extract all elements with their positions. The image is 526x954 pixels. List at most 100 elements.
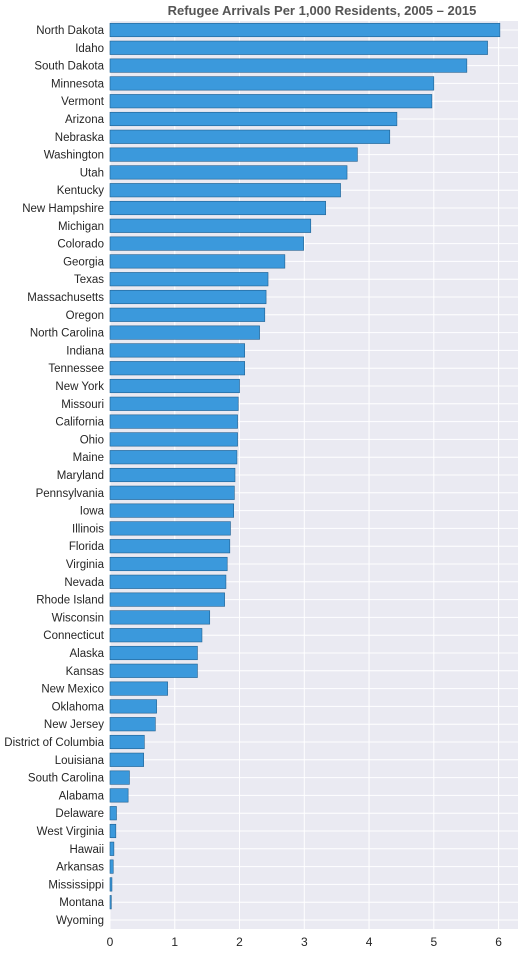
category-label-arizona: Arizona: [65, 114, 105, 126]
bar-california: [109, 414, 238, 429]
category-label-illinois: Illinois: [72, 523, 104, 535]
bar-alaska: [109, 645, 198, 661]
category-label-alaska: Alaska: [69, 648, 104, 660]
category-label-florida: Florida: [69, 541, 105, 553]
x-tick-label: 2: [236, 935, 243, 949]
bar-colorado: [109, 236, 304, 251]
category-label-alabama: Alabama: [59, 790, 105, 802]
category-label-georgia: Georgia: [63, 256, 105, 268]
category-label-new-york: New York: [55, 381, 104, 393]
category-label-south-dakota: South Dakota: [34, 61, 104, 73]
bar-georgia: [109, 254, 286, 269]
category-label-missouri: Missouri: [61, 399, 104, 411]
x-tick-label: 6: [495, 935, 502, 949]
category-label-district-of-columbia: District of Columbia: [4, 737, 104, 749]
bar-indiana: [109, 343, 246, 358]
bar-delaware: [109, 806, 117, 821]
bar-new-york: [109, 378, 240, 394]
category-label-maryland: Maryland: [57, 470, 104, 482]
bar-kansas: [109, 663, 198, 678]
bar-alabama: [109, 788, 129, 803]
category-label-massachusetts: Massachusetts: [27, 292, 104, 304]
bar-iowa: [109, 503, 234, 518]
category-label-california: California: [55, 417, 104, 429]
bar-washington: [109, 147, 358, 162]
category-label-pennsylvania: Pennsylvania: [36, 488, 105, 500]
bar-kentucky: [109, 183, 341, 198]
category-label-tennessee: Tennessee: [48, 363, 104, 375]
category-label-washington: Washington: [44, 150, 104, 162]
category-label-indiana: Indiana: [66, 345, 104, 357]
category-label-mississippi: Mississippi: [48, 879, 104, 891]
bar-north-dakota: [109, 22, 501, 38]
category-label-wyoming: Wyoming: [56, 915, 104, 927]
bar-district-of-columbia: [109, 734, 145, 750]
bar-montana: [109, 895, 112, 910]
category-label-wisconsin: Wisconsin: [52, 612, 104, 624]
x-tick-label: 5: [430, 935, 437, 949]
category-label-oregon: Oregon: [66, 310, 104, 322]
bar-new-hampshire: [109, 200, 326, 216]
bars: [109, 22, 501, 910]
category-labels: North Dakota Idaho South Dakota Minnesota Ve…: [4, 25, 105, 927]
bar-texas: [109, 272, 269, 287]
x-tick-label: 1: [171, 935, 178, 949]
chart-title: Refugee Arrivals Per 1,000 Residents, 20…: [168, 3, 477, 18]
bar-new-jersey: [109, 717, 156, 732]
category-label-north-dakota: North Dakota: [36, 25, 104, 37]
bar-vermont: [109, 94, 433, 109]
bar-south-carolina: [109, 770, 130, 785]
category-label-arkansas: Arkansas: [56, 862, 104, 874]
category-label-colorado: Colorado: [57, 239, 104, 251]
bar-arkansas: [109, 859, 114, 874]
category-label-virginia: Virginia: [66, 559, 105, 571]
bar-utah: [109, 165, 348, 180]
bar-florida: [109, 539, 231, 554]
bar-illinois: [109, 521, 231, 536]
bar-south-dakota: [109, 58, 468, 73]
bar-new-mexico: [109, 681, 168, 696]
category-label-maine: Maine: [73, 452, 104, 464]
bar-mississippi: [109, 877, 113, 892]
bar-nevada: [109, 574, 227, 589]
category-label-utah: Utah: [80, 167, 104, 179]
x-tick-label: 3: [301, 935, 308, 949]
bar-pennsylvania: [109, 485, 235, 500]
x-tick-label: 0: [107, 935, 114, 949]
category-label-iowa: Iowa: [80, 506, 105, 518]
bar-maryland: [109, 467, 236, 483]
bar-west-virginia: [109, 823, 117, 839]
category-label-west-virginia: West Virginia: [37, 826, 105, 838]
category-label-nebraska: Nebraska: [55, 132, 105, 144]
bar-arizona: [109, 111, 398, 127]
bar-north-carolina: [109, 325, 260, 340]
category-label-new-jersey: New Jersey: [44, 719, 104, 731]
bar-minnesota: [109, 76, 435, 91]
bar-maine: [109, 450, 238, 465]
bar-ohio: [109, 432, 238, 447]
bar-missouri: [109, 396, 239, 411]
category-label-michigan: Michigan: [58, 221, 104, 233]
category-label-connecticut: Connecticut: [43, 630, 105, 642]
bar-tennessee: [109, 361, 246, 376]
category-label-louisiana: Louisiana: [55, 755, 105, 767]
bar-hawaii: [109, 841, 115, 856]
category-label-vermont: Vermont: [61, 96, 105, 108]
category-label-delaware: Delaware: [55, 808, 104, 820]
category-label-rhode-island: Rhode Island: [36, 595, 104, 607]
category-label-idaho: Idaho: [75, 43, 104, 55]
category-label-minnesota: Minnesota: [51, 78, 105, 90]
x-tick-labels: 0 1 2 3 4 5 6: [107, 935, 503, 949]
bar-virginia: [109, 556, 228, 572]
bar-nebraska: [109, 129, 391, 144]
category-label-new-mexico: New Mexico: [41, 684, 104, 696]
category-label-ohio: Ohio: [80, 434, 104, 446]
category-label-south-carolina: South Carolina: [28, 773, 105, 785]
category-label-hawaii: Hawaii: [69, 844, 104, 856]
bar-wisconsin: [109, 610, 211, 625]
bar-louisiana: [109, 752, 144, 767]
category-label-montana: Montana: [59, 897, 104, 909]
bar-michigan: [109, 218, 312, 233]
category-label-oklahoma: Oklahoma: [52, 701, 105, 713]
